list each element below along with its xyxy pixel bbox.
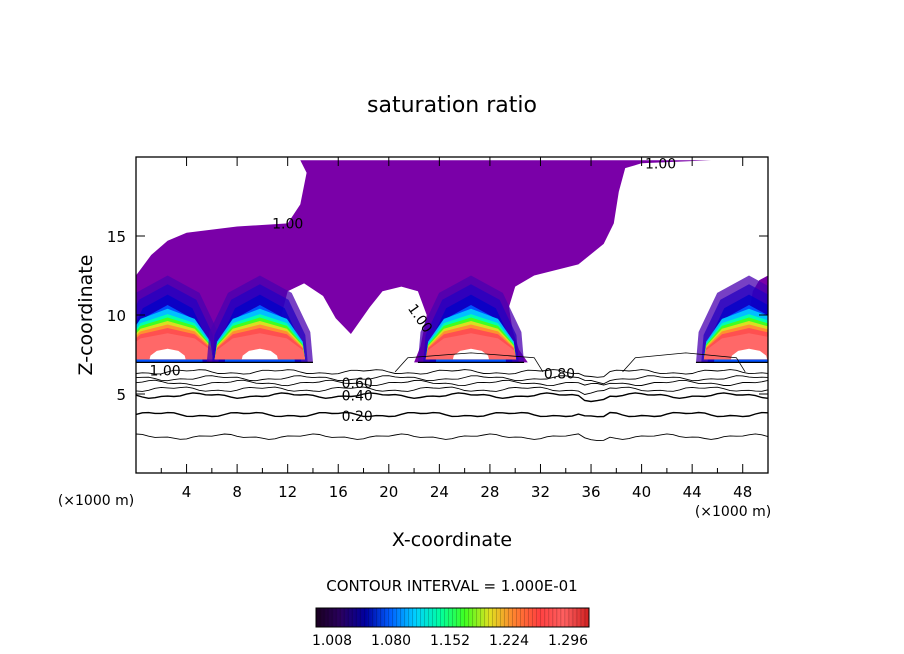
x-tick-label: 24 [430, 483, 449, 501]
x-tick-label: 8 [232, 483, 242, 501]
x-tick-label: 4 [182, 483, 192, 501]
y-tick-label: 15 [107, 228, 126, 246]
x-tick-label: 48 [733, 483, 752, 501]
contour-label: 0.20 [342, 409, 373, 425]
supersaturated-cell [136, 275, 221, 363]
supersaturated-cell [695, 275, 768, 363]
contour-label: 1.00 [645, 156, 676, 172]
supersaturated-cell [206, 275, 313, 363]
x-tick-label: 16 [329, 483, 348, 501]
contour-label: 0.40 [342, 389, 373, 405]
x-axis: 4 8 12 16 20 24 28 32 36 40 44 48 [160, 157, 752, 501]
y-tick-label: 10 [107, 307, 126, 325]
cell-ring [214, 333, 305, 360]
x-tick-label: 20 [379, 483, 398, 501]
supersaturated-cell [417, 275, 525, 363]
x-tick-label: 40 [632, 483, 651, 501]
x-axis-label: X-coordinate [392, 529, 512, 551]
contour-line [136, 375, 768, 385]
y-tick-label: 5 [116, 386, 126, 404]
colorbar-ticks: 1.008 1.080 1.152 1.224 1.296 [312, 633, 588, 649]
contour-line [136, 392, 768, 403]
x-tick-label: 44 [683, 483, 702, 501]
y-axis: 5 10 15 [107, 228, 768, 404]
x-tick-label: 12 [278, 483, 297, 501]
contour-label: 1.00 [272, 216, 303, 232]
colorbar-stripes [319, 608, 586, 627]
chart-title: saturation ratio [367, 93, 537, 118]
contour-line [136, 379, 768, 387]
x-tick-label: 36 [581, 483, 600, 501]
colorbar-tick-label: 1.152 [430, 633, 470, 649]
cell-ring [452, 348, 489, 360]
cell-ring [241, 348, 278, 360]
contour-line [622, 352, 746, 373]
plot-field [136, 160, 768, 442]
contour-line [136, 411, 768, 418]
x-unit-left: (×1000 m) [58, 493, 134, 509]
x-tick-label: 28 [480, 483, 499, 501]
colorbar-tick-label: 1.296 [548, 633, 588, 649]
cell-ring [149, 348, 186, 360]
contour-label: 0.80 [544, 366, 575, 382]
y-axis-label: Z-coordinate [75, 255, 97, 376]
colorbar-tick-label: 1.080 [371, 633, 411, 649]
contour-label: 0.60 [342, 376, 373, 392]
contour-line [136, 369, 768, 378]
contour-line [394, 352, 544, 373]
colorbar-tick-label: 1.224 [489, 633, 529, 649]
x-tick-label: 32 [531, 483, 550, 501]
contour-line [136, 386, 768, 395]
contour-line [136, 433, 768, 442]
cell-ring [425, 333, 517, 360]
contour-label: 1.00 [149, 363, 180, 379]
cell-ring [731, 348, 768, 360]
contour-interval-label: CONTOUR INTERVAL = 1.000E-01 [326, 577, 577, 595]
colorbar-tick-label: 1.008 [312, 633, 352, 649]
x-unit-right: (×1000 m) [695, 504, 771, 520]
